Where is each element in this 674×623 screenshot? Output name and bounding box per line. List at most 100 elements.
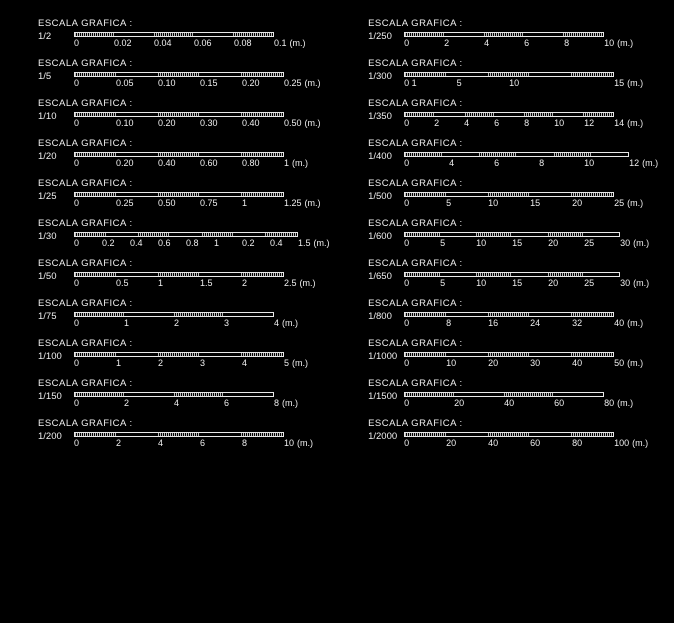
tick-label: 8: [564, 38, 604, 48]
scale-line: 1/1500020406080(m.): [368, 392, 664, 408]
bar-segment: [234, 233, 266, 236]
scale-bar: [404, 72, 614, 77]
scale-ratio: 1/10: [38, 112, 68, 121]
tick-label: 8: [539, 158, 584, 168]
tick-label: 0: [404, 38, 444, 48]
bar-segment: [158, 353, 200, 356]
scale-title: ESCALA GRAFICA :: [38, 138, 350, 149]
tick-label: 1: [124, 318, 174, 328]
unit-label: (m.): [282, 318, 298, 328]
scale-block: ESCALA GRAFICA :1/600051015202530(m.): [368, 218, 664, 248]
bar-segment: [405, 433, 447, 436]
tick-row: 02468(m.): [74, 398, 298, 408]
tick-label: 4: [274, 318, 279, 328]
bar-segment: [563, 33, 603, 36]
unit-label: (m.): [292, 158, 308, 168]
bar-segment: [75, 193, 117, 196]
bar-segment: [107, 233, 139, 236]
tick-label: 30: [620, 238, 630, 248]
tick-label: 0: [404, 438, 446, 448]
tick-label: 5: [446, 198, 488, 208]
tick-label: 10: [476, 278, 512, 288]
tick-label: 0.60: [200, 158, 242, 168]
tick-label: 0: [404, 198, 446, 208]
bar-segment: [75, 273, 117, 276]
bar-segment: [233, 33, 273, 36]
bar-segment: [138, 233, 170, 236]
scale-block: ESCALA GRAFICA :1/3000.20.40.60.810.20.4…: [38, 218, 350, 248]
bar-segment: [241, 73, 283, 76]
bar-segment: [571, 313, 613, 316]
bar-segment: [405, 393, 455, 396]
tick-label: 15: [512, 278, 548, 288]
tick-label: 10: [446, 358, 488, 368]
tick-label: 0.6: [158, 238, 186, 248]
tick-label: 4: [484, 38, 524, 48]
bar-segment: [554, 393, 604, 396]
bar-and-ticks: 00.100.200.300.400.50(m.): [74, 112, 321, 128]
unit-label: (m.): [305, 78, 321, 88]
tick-label: 0 1: [404, 78, 457, 88]
scale-ratio: 1/150: [38, 392, 68, 401]
unit-label: (m.): [300, 278, 316, 288]
bar-segment: [530, 73, 572, 76]
scale-block: ESCALA GRAFICA :1/5000510152025(m.): [368, 178, 664, 208]
scale-ratio: 1/200: [38, 432, 68, 441]
bar-and-ticks: 0 151015(m.): [404, 72, 643, 88]
scale-bar: [404, 232, 620, 237]
tick-label: 0.06: [194, 38, 234, 48]
scale-line: 1/5000.511.522.5(m.): [38, 272, 350, 288]
scale-title: ESCALA GRAFICA :: [368, 258, 664, 269]
tick-label: 80: [604, 398, 614, 408]
tick-row: 02468101214(m.): [404, 118, 643, 128]
tick-label: 3: [224, 318, 274, 328]
bar-segment: [202, 233, 234, 236]
bar-segment: [158, 433, 200, 436]
tick-label: 0: [74, 38, 114, 48]
scale-block: ESCALA GRAFICA :1/35002468101214(m.): [368, 98, 664, 128]
scale-title: ESCALA GRAFICA :: [368, 58, 664, 69]
scale-bar: [74, 352, 284, 357]
tick-label: 24: [530, 318, 572, 328]
unit-label: (m.): [305, 198, 321, 208]
tick-label: 0.8: [186, 238, 214, 248]
tick-label: 15: [614, 78, 624, 88]
scale-title: ESCALA GRAFICA :: [38, 98, 350, 109]
bar-segment: [484, 33, 524, 36]
scale-block: ESCALA GRAFICA :1/8000816243240(m.): [368, 298, 664, 328]
tick-label: 6: [494, 158, 539, 168]
scale-bar: [404, 112, 614, 117]
bar-and-ticks: 0246810(m.): [74, 432, 313, 448]
bar-segment: [405, 193, 447, 196]
bar-segment: [530, 193, 572, 196]
left-column: ESCALA GRAFICA :1/200.020.040.060.080.1(…: [10, 18, 350, 613]
tick-label: 0: [74, 118, 116, 128]
tick-label: 0: [404, 238, 440, 248]
tick-label: 12: [629, 158, 639, 168]
bar-segment: [447, 313, 489, 316]
bar-and-ticks: 0246810(m.): [404, 32, 633, 48]
tick-row: 012345(m.): [74, 358, 308, 368]
tick-label: 10: [488, 198, 530, 208]
tick-label: 8: [524, 118, 554, 128]
scale-title: ESCALA GRAFICA :: [368, 218, 664, 229]
bar-segment: [158, 73, 200, 76]
scale-line: 1/2000.200.400.600.801(m.): [38, 152, 350, 168]
tick-label: 0: [74, 358, 116, 368]
scale-title: ESCALA GRAFICA :: [38, 298, 350, 309]
bar-segment: [241, 113, 283, 116]
tick-label: 0: [74, 318, 124, 328]
tick-label: 1.5: [200, 278, 242, 288]
tick-label: 80: [572, 438, 614, 448]
unit-label: (m.): [305, 118, 321, 128]
scale-block: ESCALA GRAFICA :1/15002468(m.): [38, 378, 350, 408]
bar-segment: [117, 193, 159, 196]
bar-segment: [442, 153, 479, 156]
scale-bar: [74, 192, 284, 197]
scale-block: ESCALA GRAFICA :1/2500.250.500.7511.25(m…: [38, 178, 350, 208]
tick-label: 10: [509, 78, 562, 88]
tick-label: 40: [614, 318, 624, 328]
scale-ratio: 1/2: [38, 32, 68, 41]
scale-bar: [404, 392, 604, 397]
bar-segment: [117, 73, 159, 76]
